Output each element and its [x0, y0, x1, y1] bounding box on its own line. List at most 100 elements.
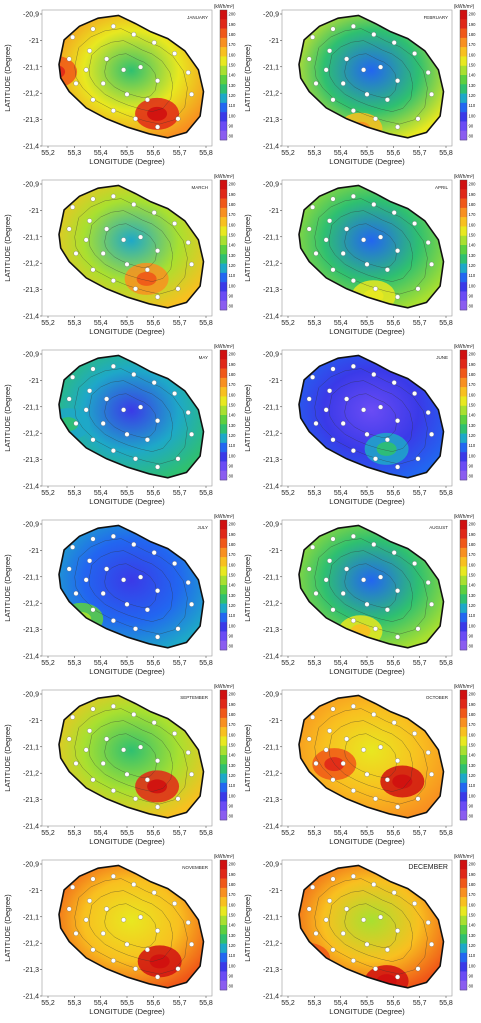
station-dot	[124, 941, 130, 947]
irradiation-map-chart: JULY 55,2 55,3 55,4 55,5 55,6 55,7 55,8 LONGITUD…	[3, 514, 237, 676]
station-dot	[330, 267, 336, 273]
y-tick-label: -21,3	[23, 967, 39, 974]
y-tick-label: -21,2	[23, 601, 39, 608]
station-dot	[391, 40, 397, 46]
station-dot	[83, 917, 89, 923]
station-dot	[323, 747, 329, 753]
colorbar-unit: (kWh/m²)	[454, 514, 475, 520]
station-dot	[344, 906, 350, 912]
contour-line	[328, 550, 414, 622]
y-tick-label: -21	[29, 208, 39, 215]
month-label: DECEMBER	[408, 864, 448, 871]
colorbar-tick-label: 200	[469, 692, 477, 697]
station-dot	[395, 464, 401, 470]
coastline	[298, 354, 445, 479]
x-axis-label: LONGITUDE (Degree)	[89, 327, 165, 336]
station-dot	[344, 566, 350, 572]
station-dot	[306, 226, 312, 232]
irradiation-map-chart: OCTOBER 55,2 55,3 55,4 55,5 55,6 55,7 55,8 LONGI…	[243, 684, 477, 846]
station-dot	[90, 366, 96, 372]
colorbar-segment	[220, 263, 227, 274]
station-dot	[361, 747, 367, 753]
station-dot	[384, 437, 390, 443]
colorbar-segment	[460, 198, 467, 209]
station-dot	[151, 380, 157, 386]
y-tick-label: -20,9	[263, 862, 279, 869]
colorbar-segment	[460, 300, 467, 311]
station-dot	[330, 536, 336, 542]
station-dot	[310, 884, 316, 890]
colorbar-tick-label: 110	[469, 783, 476, 788]
colorbar-tick-label: 170	[229, 722, 237, 727]
colorbar-segment	[460, 442, 467, 453]
station-dot	[155, 124, 161, 130]
colorbar-segment	[220, 272, 227, 283]
colorbar-tick-label: 180	[229, 202, 237, 207]
x-tick-label: 55,4	[334, 660, 348, 667]
station-dot	[83, 407, 89, 413]
colorbar-segment	[220, 452, 227, 462]
station-dot	[395, 758, 401, 764]
colorbar-tick-label: 90	[229, 803, 234, 808]
colorbar-segment	[220, 396, 227, 407]
station-dot	[66, 396, 72, 402]
x-tick-label: 55,8	[199, 490, 213, 497]
colorbar-tick-label: 160	[469, 52, 477, 57]
station-dot	[133, 966, 138, 972]
station-dot	[364, 431, 370, 437]
colorbar-segment	[220, 93, 227, 104]
x-axis-label: LONGITUDE (Degree)	[89, 157, 165, 166]
station-dot	[73, 420, 79, 426]
station-dot	[155, 634, 161, 640]
x-tick-label: 55,3	[308, 490, 322, 497]
colorbar-tick-label: 90	[229, 633, 234, 638]
colorbar-segment	[460, 387, 467, 397]
colorbar-tick-label: 180	[229, 372, 237, 377]
colorbar-segment	[460, 782, 467, 793]
station-dot	[378, 574, 384, 580]
station-dot	[415, 626, 421, 632]
colorbar-segment	[460, 736, 467, 747]
colorbar-unit: (kWh/m²)	[214, 684, 235, 690]
month-map-panel: MARCH 55,2 55,3 55,4 55,5 55,6 55,7 55,8 LONGITU…	[0, 170, 240, 340]
station-dot	[90, 777, 96, 783]
station-dot	[310, 204, 316, 210]
contour-line	[314, 878, 428, 975]
station-dot	[395, 248, 401, 254]
station-dot	[90, 97, 96, 103]
station-dot	[425, 750, 431, 756]
station-dot	[330, 437, 336, 443]
colorbar-tick-label: 160	[229, 732, 237, 737]
station-dot	[185, 70, 191, 76]
colorbar-tick-label: 160	[229, 562, 237, 567]
station-dot	[124, 261, 130, 267]
station-dot	[330, 876, 336, 882]
contour-line	[88, 40, 174, 112]
station-dot	[100, 420, 106, 426]
station-dot	[175, 116, 181, 122]
station-dot	[391, 210, 397, 216]
station-dot	[172, 901, 178, 906]
station-dot	[87, 218, 93, 224]
colorbar-tick-label: 130	[469, 253, 477, 258]
colorbar-segment	[460, 925, 467, 935]
station-dot	[185, 750, 191, 756]
colorbar-segment	[460, 727, 467, 737]
colorbar-frame	[219, 9, 228, 141]
colorbar-segment	[220, 112, 227, 122]
colorbar-segment	[220, 207, 227, 218]
colorbar-tick-label: 120	[229, 943, 237, 948]
station-dot	[373, 116, 378, 122]
month-map-panel: SEPTEMBER 55,2 55,3 55,4 55,5 55,6 55,7 55,8 LON…	[0, 680, 240, 850]
colorbar-segment	[460, 792, 467, 802]
station-dot	[73, 590, 79, 596]
station-dot	[100, 930, 106, 936]
station-dot	[395, 294, 401, 300]
colorbar-frame	[459, 689, 468, 821]
colorbar-tick-label: 110	[229, 443, 236, 448]
station-dot	[373, 286, 378, 292]
colorbar-tick-label: 150	[229, 572, 237, 577]
station-dot	[121, 577, 127, 583]
colorbar-tick-label: 200	[469, 352, 477, 357]
colorbar-tick-label: 100	[469, 793, 477, 798]
